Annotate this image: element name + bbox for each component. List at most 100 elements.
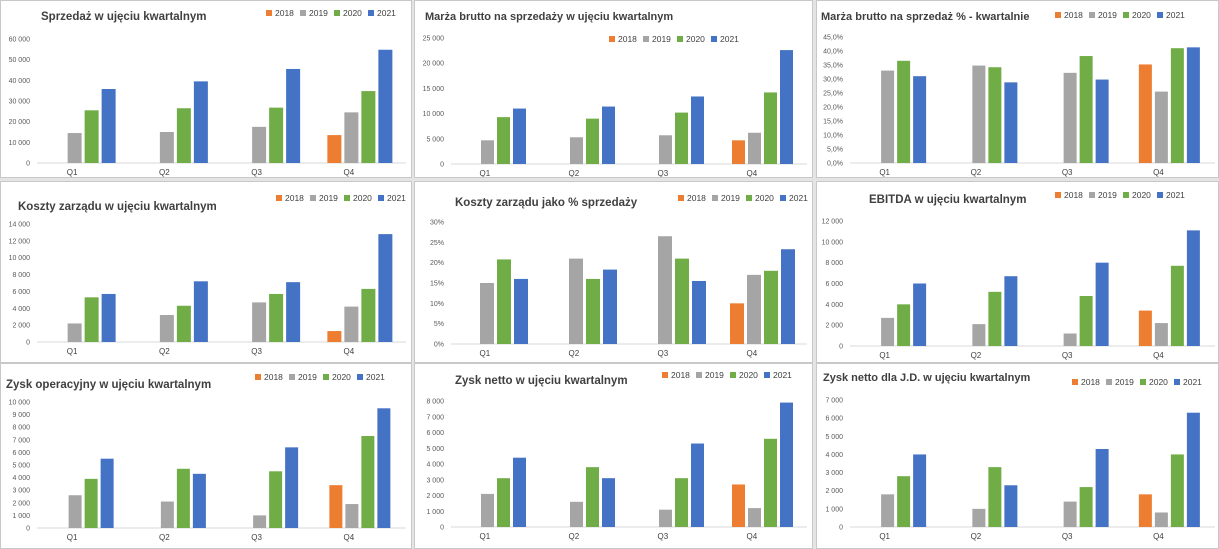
legend-swatch [1157, 192, 1163, 198]
chart-panel: 0 2 000 4 000 6 000 8 000 10 000 12 000 14 000 Q… [0, 181, 412, 363]
y-tick-label: 5 000 [12, 463, 30, 470]
chart-panel: 0 1 000 2 000 3 000 4 000 5 000 6 000 7 000 8 00… [0, 363, 412, 549]
y-tick-label: 10,0% [823, 133, 843, 140]
legend-label: 2019 [721, 193, 740, 203]
bar-2019 [658, 236, 672, 344]
legend-swatch [344, 195, 350, 201]
y-tick-label: 9 000 [12, 412, 30, 419]
chart-svg: 0 5 000 10 000 15 000 20 000 25 000 Q1 Q2 Q3 Q4 Ma… [423, 11, 807, 178]
y-tick-label: 1 000 [426, 509, 444, 516]
x-tick-label: Q3 [251, 533, 262, 542]
bar-2020 [1170, 48, 1184, 164]
legend-swatch [357, 374, 363, 380]
legend-label: 2020 [353, 193, 372, 203]
bar-2021 [101, 89, 116, 163]
legend-swatch [323, 374, 329, 380]
x-tick-label: Q4 [343, 347, 354, 356]
bar-2020 [269, 293, 284, 342]
bar-2019 [481, 493, 494, 527]
bar-2021 [514, 278, 528, 344]
y-tick-label: 15,0% [823, 119, 843, 126]
bar-2021 [286, 282, 301, 342]
y-tick-label: 6 000 [12, 289, 30, 296]
y-tick-label: 2 000 [12, 500, 30, 507]
bar-2020 [497, 478, 510, 527]
legend-swatch [712, 195, 718, 201]
y-tick-label: 20% [430, 260, 444, 267]
legend-label: 2020 [1149, 377, 1168, 387]
x-tick-label: Q2 [159, 533, 170, 542]
chart-svg: 0 1 000 2 000 3 000 4 000 5 000 6 000 7 000 Q1 Q2… [823, 372, 1215, 541]
bar-2020 [176, 108, 191, 163]
bar-2020 [586, 467, 599, 527]
legend-label: 2021 [773, 370, 792, 380]
legend-label: 2021 [1183, 377, 1202, 387]
bar-2019 [1154, 323, 1168, 346]
bar-2021 [193, 81, 208, 163]
y-tick-label: 8 000 [12, 425, 30, 432]
bar-2019 [67, 323, 82, 342]
bar-2020 [84, 297, 99, 342]
x-tick-label: Q4 [1153, 351, 1164, 360]
bar-2019 [159, 132, 174, 163]
bar-2020 [988, 67, 1002, 163]
legend-swatch [310, 195, 316, 201]
bar-2019 [747, 274, 761, 344]
legend-label: 2019 [1098, 10, 1117, 20]
legend-label: 2020 [332, 372, 351, 382]
bar-2020 [84, 478, 98, 528]
legend-swatch [1089, 12, 1095, 18]
legend-label: 2021 [720, 34, 739, 44]
y-tick-label: 0 [440, 525, 444, 532]
y-tick-label: 0 [839, 344, 843, 351]
y-tick-label: 20 000 [423, 61, 445, 68]
bar-2019 [344, 306, 359, 342]
bar-2020 [176, 305, 191, 342]
bar-2019 [972, 65, 986, 163]
legend-swatch [1123, 12, 1129, 18]
bar-2019 [972, 324, 986, 346]
bar-2018 [1138, 310, 1152, 346]
y-tick-label: 6 000 [426, 430, 444, 437]
chart-svg: 0 1 000 2 000 3 000 4 000 5 000 6 000 7 000 8 00… [6, 372, 406, 542]
x-tick-label: Q3 [251, 168, 262, 177]
y-tick-label: 0 [440, 162, 444, 169]
bar-2019 [345, 504, 359, 528]
y-tick-label: 3 000 [825, 470, 843, 477]
y-tick-label: 30,0% [823, 77, 843, 84]
legend-label: 2020 [1132, 190, 1151, 200]
legend-label: 2019 [1115, 377, 1134, 387]
y-tick-label: 7 000 [426, 414, 444, 421]
bar-2021 [1095, 79, 1109, 163]
bar-2018 [329, 485, 343, 528]
bar-2019 [972, 508, 986, 527]
legend-label: 2020 [739, 370, 758, 380]
y-tick-label: 0% [434, 342, 444, 349]
bar-2019 [67, 133, 82, 163]
x-tick-label: Q1 [67, 533, 78, 542]
legend-label: 2018 [618, 34, 637, 44]
bar-2020 [764, 438, 777, 527]
chart-svg: 0 1 000 2 000 3 000 4 000 5 000 6 000 7 000 8 00… [426, 370, 807, 541]
y-tick-label: 10 000 [9, 255, 31, 262]
bar-2019 [748, 508, 761, 527]
x-tick-label: Q1 [479, 532, 490, 541]
legend-swatch [378, 195, 384, 201]
x-tick-label: Q2 [568, 169, 579, 178]
y-tick-label: 5% [434, 321, 444, 328]
y-tick-label: 5 000 [825, 434, 843, 441]
legend-label: 2019 [298, 372, 317, 382]
bar-2020 [269, 107, 284, 163]
bar-2021 [692, 280, 706, 344]
legend-label: 2018 [1064, 190, 1083, 200]
bar-2020 [361, 288, 376, 342]
bar-2020 [675, 258, 689, 344]
legend-label: 2018 [671, 370, 690, 380]
y-tick-label: 3 000 [426, 477, 444, 484]
y-tick-label: 2 000 [12, 323, 30, 330]
bar-2020 [1079, 487, 1093, 527]
legend-swatch [368, 10, 374, 16]
chart-svg: 0 2 000 4 000 6 000 8 000 10 000 12 000 14 000 Q… [9, 193, 407, 356]
legend-label: 2020 [1132, 10, 1151, 20]
bar-2019 [252, 126, 267, 163]
